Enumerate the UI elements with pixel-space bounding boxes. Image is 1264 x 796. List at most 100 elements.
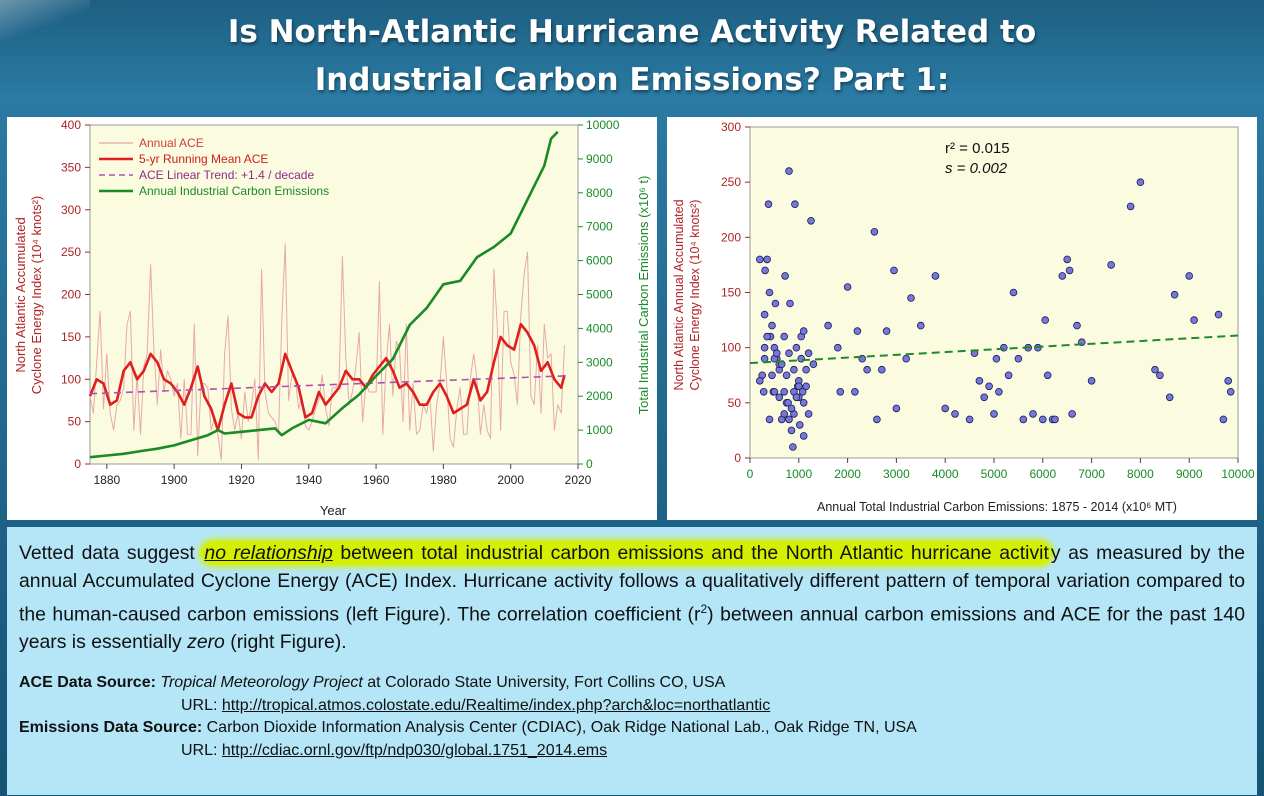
scatter-point xyxy=(1219,415,1228,424)
scatter-point xyxy=(799,327,808,335)
ace-url-line: URL: http://tropical.atmos.colostate.edu… xyxy=(19,695,1245,718)
scatter-point xyxy=(780,332,788,341)
scatter-point xyxy=(787,404,796,413)
right-chart-panel: 0 1000 2000 3000 4000 5000 6000 7000 8000 9000 100… xyxy=(667,117,1257,520)
scatter-point xyxy=(780,387,788,396)
ace-source-line: ACE Data Source: Tropical Meteorology Pr… xyxy=(19,672,1245,695)
scatter-point xyxy=(975,376,984,385)
scatter-point xyxy=(763,255,771,264)
scatter-point xyxy=(980,393,989,402)
para-pre: Vetted data suggest xyxy=(19,542,203,564)
x-tick-label-5000: 5000 xyxy=(981,467,1008,481)
series-emissions-line xyxy=(89,130,559,459)
scatter-point xyxy=(843,283,852,291)
scatter-point xyxy=(1004,371,1013,380)
summary-paragraph: Vetted data suggest no relationship betw… xyxy=(19,539,1245,656)
scatter-point xyxy=(907,294,915,302)
scatter-point xyxy=(1019,415,1028,424)
scatter-point xyxy=(1058,272,1067,280)
legend-annual: Annual ACE xyxy=(139,136,204,150)
scatter-point xyxy=(1224,376,1232,385)
scatter-point xyxy=(799,398,808,407)
scatter-point xyxy=(756,376,764,385)
scatter-point xyxy=(763,332,771,341)
x-tick-label-1940: 1940 xyxy=(295,473,322,487)
scatter-point xyxy=(761,266,769,275)
scatter-point xyxy=(1041,316,1050,324)
scatter-point xyxy=(790,365,798,374)
scatter-point xyxy=(836,387,845,396)
scatter-point xyxy=(1136,178,1145,186)
scatter-point xyxy=(985,382,993,391)
scatter-point xyxy=(1073,321,1081,330)
scatter-point xyxy=(1068,410,1076,418)
left-y-tick-label-50: 50 xyxy=(68,415,82,429)
scatter-point xyxy=(824,321,832,330)
annotation-s: s = 0.002 xyxy=(945,160,1008,177)
scatter-point xyxy=(890,266,898,275)
para-mid: y as measured by the annual Accumulated … xyxy=(19,542,1246,626)
scatter-point xyxy=(785,349,793,358)
scatter-point xyxy=(1185,272,1193,280)
left-y-tick-label-300: 300 xyxy=(61,203,81,217)
left-y-axis-label-2: Cyclone Energy Index (10⁴ knots²) xyxy=(29,196,44,395)
legend-trend: ACE Linear Trend: +1.4 / decade xyxy=(139,168,314,182)
scatter-point xyxy=(1051,415,1059,424)
x-tick-label-3000: 3000 xyxy=(883,467,910,481)
x-tick-label-1920: 1920 xyxy=(228,473,255,487)
scatter-point xyxy=(1165,393,1174,402)
x-tick-label-4000: 4000 xyxy=(932,467,959,481)
para-zero: zero xyxy=(187,631,225,654)
scatter-point xyxy=(764,200,773,208)
emissions-url-label: URL: xyxy=(181,741,222,759)
right-y-tick-label-7000: 7000 xyxy=(586,220,613,234)
x-tick-label-6000: 6000 xyxy=(1029,467,1056,481)
corner-decoration xyxy=(0,0,90,40)
x-tick-label-2000: 2000 xyxy=(834,467,861,481)
scatter-point xyxy=(951,410,959,418)
x-tick-label-10000: 10000 xyxy=(1221,467,1255,481)
scatter-point xyxy=(760,310,769,319)
legend: Annual ACE 5-yr Running Mean ACE ACE Lin… xyxy=(99,136,329,198)
left-y-tick-label-250: 250 xyxy=(61,245,81,259)
scatter-point xyxy=(1156,371,1164,380)
scatter-point xyxy=(773,349,781,358)
page-title: Is North-Atlantic Hurricane Activity Rel… xyxy=(0,8,1264,104)
x-tick-label-2020: 2020 xyxy=(565,473,592,487)
scatter-point xyxy=(785,415,793,424)
x-tick-label-2000: 2000 xyxy=(497,473,524,487)
right-y-tick-label-0: 0 xyxy=(586,457,593,471)
emissions-source-rest: Carbon Dioxide Information Analysis Cent… xyxy=(202,719,917,737)
scatter-point xyxy=(1063,255,1072,264)
left-y-tick-label-0: 0 xyxy=(74,457,81,471)
emissions-url-link[interactable]: http://cdiac.ornl.gov/ftp/ndp030/global.… xyxy=(221,741,608,759)
x-tick-label-1980: 1980 xyxy=(430,473,457,487)
scatter-point xyxy=(802,365,810,374)
scatter-point xyxy=(1170,290,1179,299)
ace-url-link[interactable]: http://tropical.atmos.colostate.edu/Real… xyxy=(221,696,771,714)
scatter-point xyxy=(834,343,842,352)
scatter-point xyxy=(789,443,797,451)
scatter-point xyxy=(917,321,925,330)
scatter-point xyxy=(892,404,901,413)
scatter-point xyxy=(1043,371,1052,380)
title-line-2: Industrial Carbon Emissions? Part 1: xyxy=(314,62,950,98)
scatter-point xyxy=(931,272,940,280)
scatter-point xyxy=(1038,415,1047,424)
right-y-tick-label-4000: 4000 xyxy=(586,321,613,335)
para-highlight-rest: between total industrial carbon emission… xyxy=(332,542,1049,564)
scatter-point xyxy=(807,217,815,225)
time-series-chart: 1880 1900 1920 1940 1960 1980 2000 202005010015… xyxy=(13,118,651,518)
scatter-point xyxy=(787,426,796,435)
scatter-point xyxy=(863,365,871,374)
title-line-1: Is North-Atlantic Hurricane Activity Rel… xyxy=(227,14,1037,50)
left-y-tick-label-400: 400 xyxy=(61,118,81,132)
scatter-point xyxy=(799,432,808,440)
scatter-point xyxy=(992,354,1001,363)
y-axis-label-1: North Atlantic Annual Accumulated xyxy=(672,199,686,390)
ace-url-label: URL: xyxy=(181,696,222,714)
right-y-axis-label: Total Industrial Carbon Emissions (x10⁶ … xyxy=(636,176,651,415)
left-y-tick-label-350: 350 xyxy=(61,160,81,174)
right-y-tick-label-8000: 8000 xyxy=(586,186,613,200)
scatter-point xyxy=(999,343,1008,352)
